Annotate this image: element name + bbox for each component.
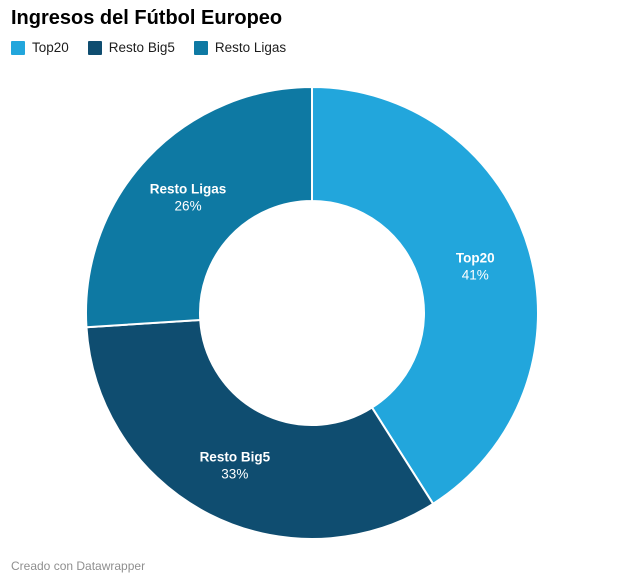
slice-label: Resto Big5 [200,449,271,464]
legend-label-resto-ligas: Resto Ligas [214,40,287,55]
legend: Top20 Resto Big5 Resto Ligas [11,40,286,55]
legend-item-resto-ligas[interactable]: Resto Ligas [193,40,287,55]
legend-swatch-resto-big5 [87,40,102,55]
chart-title: Ingresos del Fútbol Europeo [11,7,283,29]
legend-swatch-resto-ligas [193,40,208,55]
donut-slice-resto-ligas[interactable] [85,86,313,329]
slice-label: Top20 [456,251,495,266]
legend-item-top20[interactable]: Top20 [11,40,69,55]
legend-item-resto-big5[interactable]: Resto Big5 [87,40,175,55]
legend-swatch-top20 [11,40,25,55]
donut-slice-resto-big5[interactable] [85,319,435,540]
legend-label-resto-big5: Resto Big5 [108,40,175,55]
donut-slice-top20[interactable] [311,86,539,505]
attribution: Creado con Datawrapper [11,559,146,573]
slice-value: 26% [175,199,202,214]
slice-label: Resto Ligas [150,182,227,197]
legend-label-top20: Top20 [32,40,69,55]
slice-value: 33% [221,466,248,481]
slice-value: 41% [462,268,489,283]
